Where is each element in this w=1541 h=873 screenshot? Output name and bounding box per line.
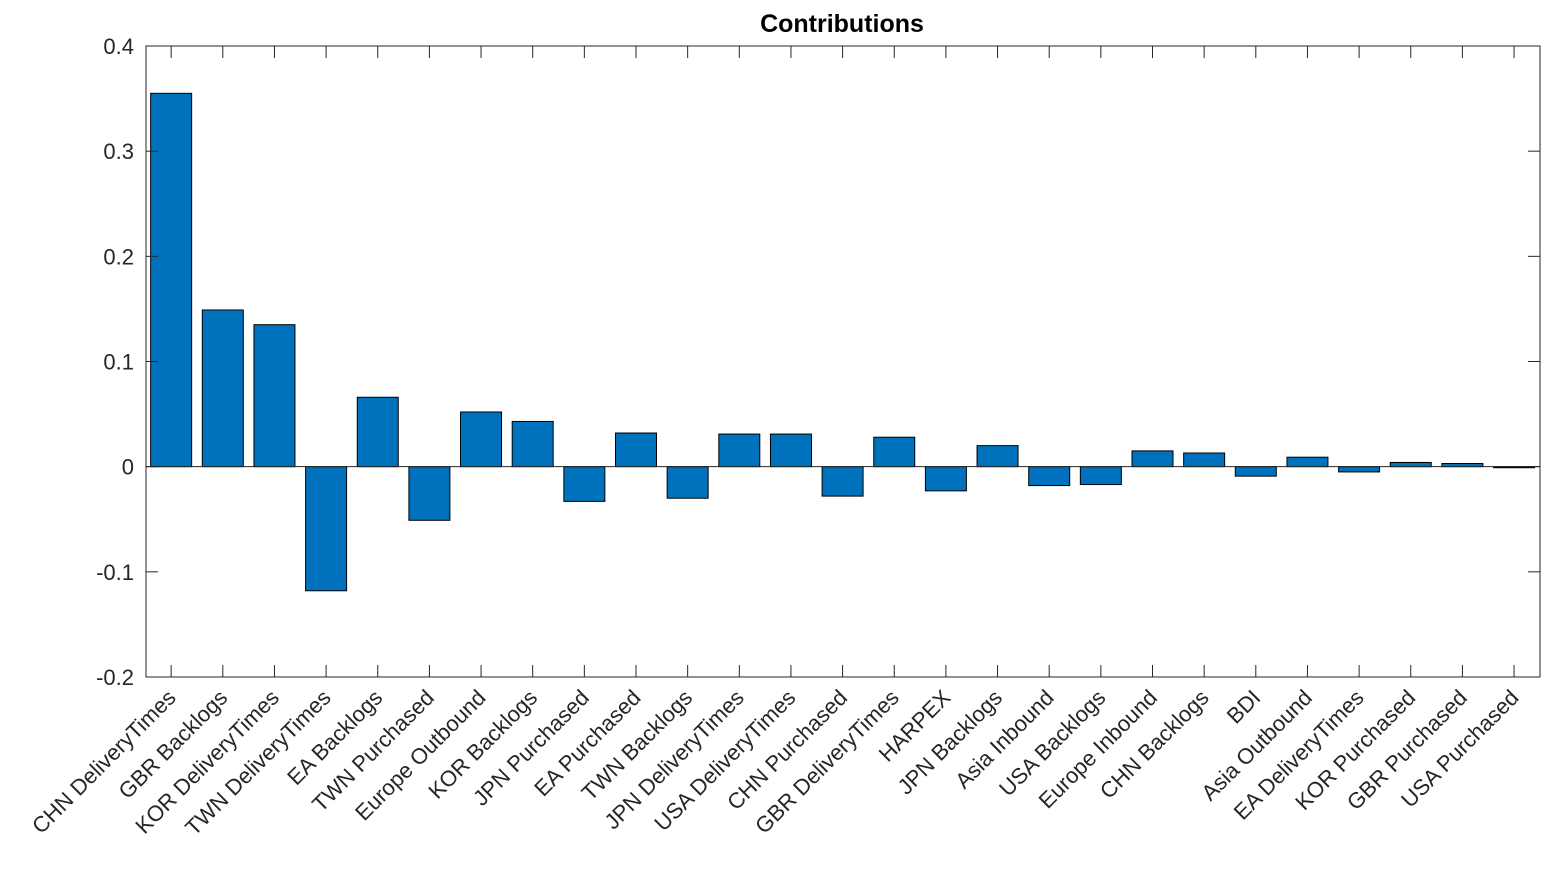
bar-22 bbox=[1286, 456, 1329, 468]
bar-3 bbox=[305, 466, 348, 592]
bar-8 bbox=[563, 466, 606, 502]
ytick-label-0: -0.2 bbox=[96, 665, 134, 690]
bar-16 bbox=[976, 445, 1019, 468]
y-axis-ticks: -0.2 -0.1 0 0.1 0.2 0.3 0.4 bbox=[96, 34, 1540, 690]
bar-21 bbox=[1234, 466, 1277, 477]
bar-13 bbox=[821, 466, 864, 497]
bar-20 bbox=[1183, 452, 1226, 468]
bar-11 bbox=[718, 433, 761, 468]
ytick-label-5: 0.3 bbox=[103, 139, 134, 164]
bar-2 bbox=[253, 324, 296, 468]
bar-23 bbox=[1338, 466, 1381, 473]
xtick-label-21: BDI bbox=[1222, 685, 1266, 729]
bar-7 bbox=[511, 420, 554, 468]
bar-10 bbox=[666, 466, 709, 499]
bar-12 bbox=[769, 433, 812, 468]
bar-6 bbox=[460, 411, 503, 468]
bar-24 bbox=[1389, 461, 1432, 468]
bar-17 bbox=[1028, 466, 1071, 487]
bars-group bbox=[150, 92, 1536, 592]
bar-19 bbox=[1131, 450, 1174, 468]
bar-0 bbox=[150, 92, 193, 468]
bar-15 bbox=[924, 466, 967, 492]
bar-5 bbox=[408, 466, 451, 521]
ytick-label-2: 0 bbox=[122, 455, 134, 480]
bar-4 bbox=[356, 396, 399, 468]
bar-14 bbox=[873, 436, 916, 468]
chart-title: Contributions bbox=[760, 10, 924, 38]
axes-group bbox=[145, 45, 1541, 678]
bar-9 bbox=[615, 432, 657, 468]
ytick-label-3: 0.1 bbox=[103, 350, 134, 375]
bar-18 bbox=[1079, 466, 1122, 486]
ytick-label-1: -0.1 bbox=[96, 560, 134, 585]
bar-1 bbox=[201, 309, 244, 468]
axes-box bbox=[145, 45, 1541, 678]
ytick-label-6: 0.4 bbox=[103, 34, 134, 59]
ytick-label-4: 0.2 bbox=[103, 244, 134, 269]
